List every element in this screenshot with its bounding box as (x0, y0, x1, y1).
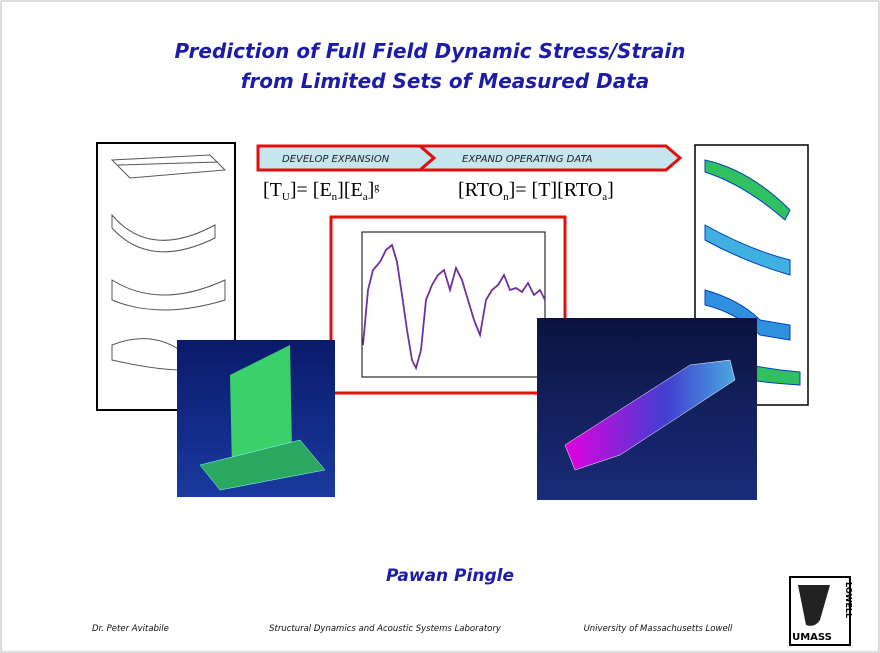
eq-part: ][E (337, 179, 363, 201)
footer-text: Dr. Peter Avitabile (92, 624, 169, 634)
title-line: from Limited Sets of Measured Data (241, 69, 650, 93)
eq-part: ] (368, 179, 375, 201)
footer-text: Structural Dynamics and Acoustic Systems… (269, 624, 502, 634)
eq-sub: U (282, 191, 290, 203)
process-label: DEVELOP EXPANSION (282, 154, 390, 165)
eq-part: [RTO (458, 179, 503, 201)
eq-sup: g (374, 182, 379, 193)
eq-part: ]= [E (290, 179, 332, 201)
equation: [TU]= [En][Ea]g (263, 179, 379, 203)
eq-part: ]= [T][RTO (509, 179, 603, 201)
process-label: EXPAND OPERATING DATA (462, 154, 593, 165)
footer-text: University of Massachusetts Lowell (584, 624, 733, 634)
eq-part: ] (607, 179, 614, 201)
logo-text: LOWELL (844, 582, 853, 618)
slide: Prediction of Full Field Dynamic Stress/… (0, 0, 880, 653)
eq-part: [T (263, 179, 282, 201)
title-line: Prediction of Full Field Dynamic Stress/… (175, 39, 686, 63)
plot-axes (362, 232, 545, 377)
author: Pawan Pingle (386, 566, 514, 586)
equation: [RTOn]= [T][RTOa] (458, 179, 614, 203)
logo-text: UMASS (792, 632, 832, 643)
